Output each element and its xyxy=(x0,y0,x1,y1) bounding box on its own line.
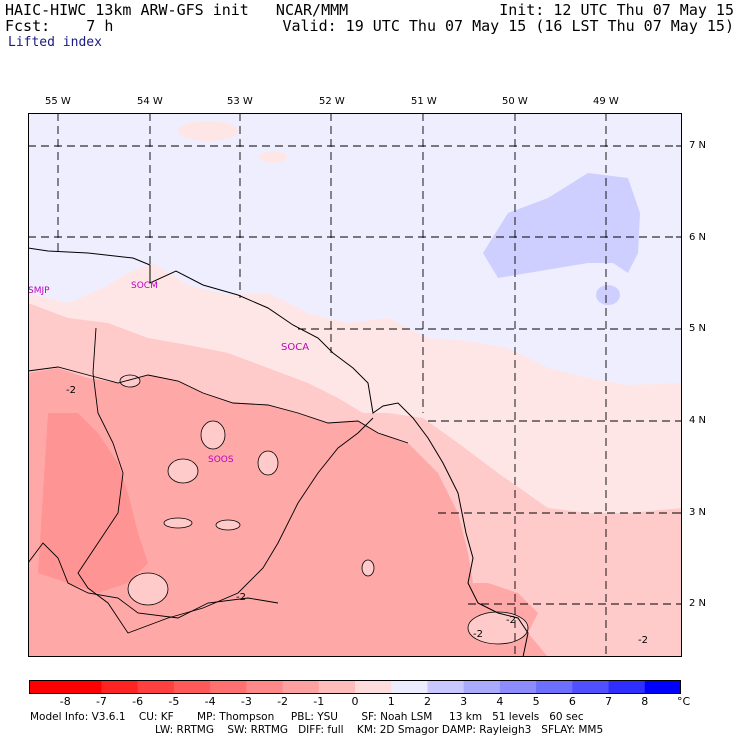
colorbar-swatch xyxy=(65,680,102,694)
colorbar-frame xyxy=(29,680,681,694)
colorbar-swatch xyxy=(499,680,537,694)
contour-island xyxy=(215,519,241,531)
colorbar-swatch xyxy=(608,680,646,694)
contour-island xyxy=(361,559,375,577)
lifted-index-map: SMJP SOCM SOCA SOOS -2 -2 -2 -2 -2 xyxy=(28,113,682,657)
contour-island xyxy=(257,450,279,476)
station-label-soos: SOOS xyxy=(208,455,234,465)
contour-label: -2 xyxy=(473,629,483,640)
map-frame xyxy=(28,113,682,657)
colorbar-label: 4 xyxy=(496,695,504,708)
contour-label: -2 xyxy=(236,592,246,603)
station-label-soca: SOCA xyxy=(281,342,309,353)
valid-time: Valid: 19 UTC Thu 07 May 15 (16 LST Thu … xyxy=(282,17,734,35)
contour-island xyxy=(467,611,529,645)
lon-gridlines xyxy=(57,113,607,657)
lon-label: 52 W xyxy=(319,96,345,107)
colorbar-label: 5 xyxy=(532,695,540,708)
lat-label: 5 N xyxy=(689,323,707,334)
lat-label: 4 N xyxy=(689,415,707,426)
lon-label: 53 W xyxy=(227,96,253,107)
colorbar-swatch xyxy=(427,680,465,694)
colorbar-unit: °C xyxy=(677,695,691,708)
lat-label: 7 N xyxy=(689,140,707,151)
title-line: HAIC-HIWC 13km ARW-GFS init NCAR/MMM xyxy=(5,1,349,19)
colorbar-swatch xyxy=(101,680,139,694)
contour-label: -2 xyxy=(506,615,516,626)
colorbar-swatch xyxy=(318,680,356,694)
contour-island xyxy=(127,572,169,606)
contour-line-neg2 xyxy=(28,542,279,619)
coastline xyxy=(28,247,529,657)
station-label-socm: SOCM xyxy=(131,281,158,291)
lat-gridlines xyxy=(28,145,682,605)
colorbar-label: -6 xyxy=(132,695,144,708)
colorbar xyxy=(29,680,681,694)
lon-label: 49 W xyxy=(593,96,619,107)
colorbar-label: 7 xyxy=(605,695,613,708)
colorbar-label: 1 xyxy=(387,695,395,708)
forecast-hour: Fcst: 7 h xyxy=(5,17,114,35)
colorbar-swatch xyxy=(572,680,610,694)
li-zone-neg-spot xyxy=(178,121,238,141)
lon-label: 55 W xyxy=(45,96,71,107)
contour-island xyxy=(167,458,199,484)
li-zone-neg3-to-neg4 xyxy=(38,413,148,593)
colorbar-swatch xyxy=(246,680,284,694)
colorbar-label: 0 xyxy=(351,695,359,708)
contour-island xyxy=(119,374,141,388)
colorbar-label: -4 xyxy=(204,695,216,708)
colorbar-label: -5 xyxy=(168,695,180,708)
lat-ticks xyxy=(676,145,682,605)
colorbar-swatch xyxy=(173,680,211,694)
lon-label: 51 W xyxy=(411,96,437,107)
colorbar-swatch xyxy=(29,680,66,694)
colorbar-label: -7 xyxy=(95,695,107,708)
colorbar-label: 6 xyxy=(568,695,576,708)
init-time: Init: 12 UTC Thu 07 May 15 xyxy=(499,1,734,19)
station-label-smjp: SMJP xyxy=(28,286,50,296)
li-zone-positive-spot xyxy=(596,285,620,305)
colorbar-label: -1 xyxy=(313,695,325,708)
field-name: Lifted index xyxy=(8,35,102,50)
model-info-line2: LW: RRTMG SW: RRTMG DIFF: full KM: 2D Sm… xyxy=(155,724,604,736)
colorbar-label: 2 xyxy=(423,695,431,708)
li-zone-neg-spot xyxy=(259,151,287,163)
lat-label: 2 N xyxy=(689,598,707,609)
contour-island xyxy=(200,420,226,450)
colorbar-swatch xyxy=(210,680,247,694)
lat-label: 6 N xyxy=(689,232,707,243)
contour-label: -2 xyxy=(638,635,648,646)
colorbar-swatch xyxy=(536,680,573,694)
contour-island xyxy=(163,517,193,529)
lat-label: 3 N xyxy=(689,507,707,518)
colorbar-swatch xyxy=(644,680,681,694)
li-zone-positive-blob xyxy=(483,173,640,278)
colorbar-label: -8 xyxy=(59,695,71,708)
colorbar-swatch xyxy=(282,680,320,694)
colorbar-label: 3 xyxy=(460,695,468,708)
colorbar-label: -2 xyxy=(277,695,289,708)
colorbar-label: 8 xyxy=(641,695,649,708)
model-info-line1: Model Info: V3.6.1 CU: KF MP: Thompson P… xyxy=(30,711,584,723)
colorbar-swatch xyxy=(463,680,501,694)
colorbar-swatch xyxy=(391,680,428,694)
contour-label: -2 xyxy=(66,385,76,396)
lon-label: 50 W xyxy=(502,96,528,107)
colorbar-swatch xyxy=(355,680,392,694)
colorbar-label: -3 xyxy=(240,695,252,708)
lon-label: 54 W xyxy=(137,96,163,107)
colorbar-swatch xyxy=(137,680,175,694)
border-line xyxy=(77,327,374,634)
